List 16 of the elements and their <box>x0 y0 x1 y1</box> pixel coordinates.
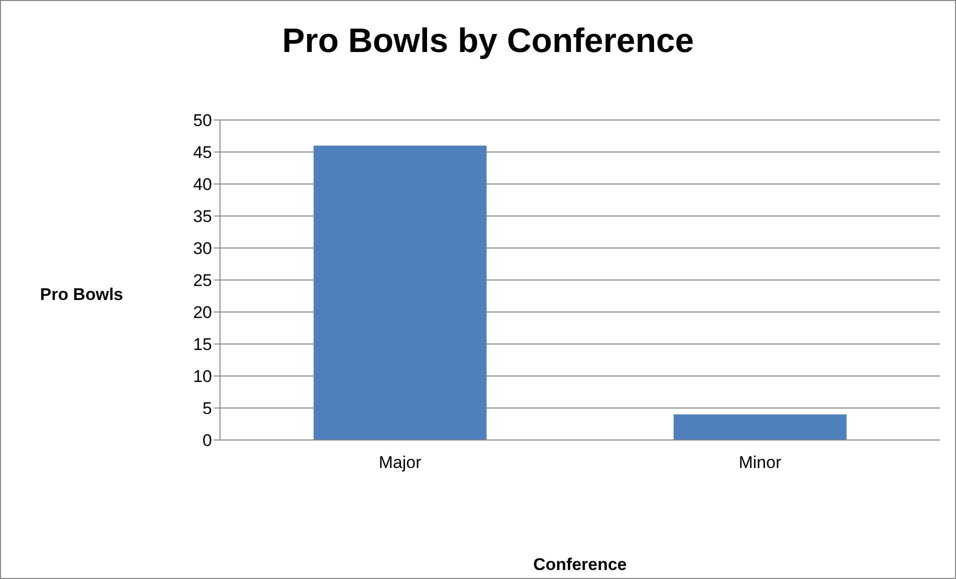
x-axis-title: Conference <box>532 555 628 575</box>
x-tick-label: Major <box>378 453 422 472</box>
y-tick-label: 0 <box>202 431 212 450</box>
y-tick-label: 35 <box>193 207 212 226</box>
y-tick-label: 5 <box>202 399 212 418</box>
y-tick-label: 25 <box>193 271 212 290</box>
y-tick-label: 45 <box>193 143 212 162</box>
y-axis-title: Pro Bowls <box>40 285 124 305</box>
y-tick-label: 10 <box>193 367 212 386</box>
y-tick-label: 15 <box>193 335 212 354</box>
y-tick-label: 30 <box>193 239 212 258</box>
x-tick-label: Minor <box>738 453 782 472</box>
chart-title: Pro Bowls by Conference <box>281 22 695 61</box>
y-tick-label: 50 <box>193 111 212 130</box>
y-tick-label: 40 <box>193 175 212 194</box>
y-tick-label: 20 <box>193 303 212 322</box>
